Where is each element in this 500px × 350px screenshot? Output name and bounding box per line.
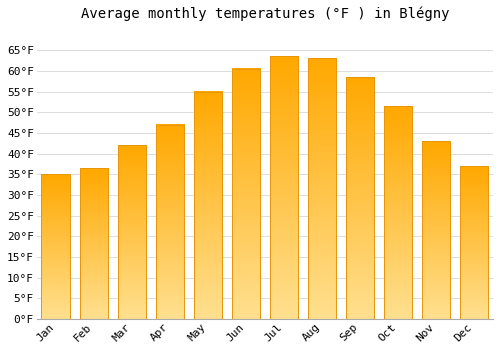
Bar [346, 77, 374, 319]
Bar [118, 145, 146, 319]
Bar [194, 92, 222, 319]
Bar [156, 125, 184, 319]
Bar [270, 56, 298, 319]
Bar [308, 58, 336, 319]
Bar [232, 69, 260, 319]
Bar [80, 168, 108, 319]
Bar [384, 106, 412, 319]
Bar [422, 141, 450, 319]
Bar [460, 166, 488, 319]
Bar [42, 174, 70, 319]
Title: Average monthly temperatures (°F ) in Blégny: Average monthly temperatures (°F ) in Bl… [80, 7, 449, 21]
